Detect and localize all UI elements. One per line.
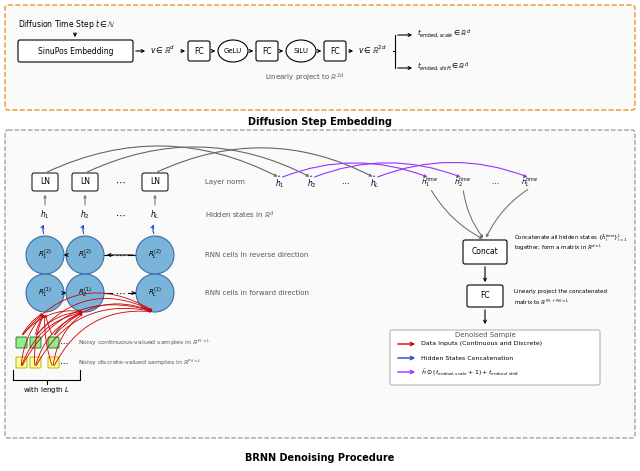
Text: $R_1^{(1)}$: $R_1^{(1)}$ — [38, 286, 52, 300]
Text: $R_L^{(2)}$: $R_L^{(2)}$ — [148, 248, 162, 262]
FancyBboxPatch shape — [463, 240, 507, 264]
FancyBboxPatch shape — [48, 357, 59, 368]
Text: with length $L$: with length $L$ — [23, 385, 70, 395]
Text: Concat: Concat — [472, 247, 499, 257]
Text: Noisy discrete-valued samples in $\mathbb{R}^{P_d \times L}$: Noisy discrete-valued samples in $\mathb… — [78, 357, 202, 368]
Text: $R_2^{(1)}$: $R_2^{(1)}$ — [78, 286, 92, 300]
FancyBboxPatch shape — [324, 41, 346, 61]
Text: RNN cells in reverse direction: RNN cells in reverse direction — [205, 252, 308, 258]
FancyBboxPatch shape — [72, 173, 98, 191]
Text: $t_{embed,scale} \in \mathbb{R}^d$: $t_{embed,scale} \in \mathbb{R}^d$ — [417, 28, 471, 40]
FancyBboxPatch shape — [390, 330, 600, 385]
Text: Hidden States Concatenation: Hidden States Concatenation — [421, 356, 513, 360]
Text: Hidden states in $\mathbb{R}^d$: Hidden states in $\mathbb{R}^d$ — [205, 209, 275, 220]
Text: Linearly project the concatenated: Linearly project the concatenated — [514, 290, 607, 294]
Ellipse shape — [136, 236, 174, 274]
Text: Layer norm: Layer norm — [205, 179, 245, 185]
Text: BRNN Denoising Procedure: BRNN Denoising Procedure — [245, 453, 395, 463]
Text: $h_2$: $h_2$ — [80, 209, 90, 221]
Text: $R_1^{(2)}$: $R_1^{(2)}$ — [38, 248, 52, 262]
FancyBboxPatch shape — [32, 173, 58, 191]
Text: $\cdots$: $\cdots$ — [491, 179, 499, 185]
Text: $\cdots$: $\cdots$ — [60, 357, 68, 366]
Text: FC: FC — [262, 47, 272, 56]
Text: $\hat{h}_L^{time}$: $\hat{h}_L^{time}$ — [522, 175, 539, 189]
Text: Linearly project to $\mathbb{R}^{2d}$: Linearly project to $\mathbb{R}^{2d}$ — [265, 72, 345, 84]
Text: FC: FC — [480, 292, 490, 300]
Ellipse shape — [218, 40, 248, 62]
Text: RNN cells in forward direction: RNN cells in forward direction — [205, 290, 309, 296]
Text: Diffusion Step Embedding: Diffusion Step Embedding — [248, 117, 392, 127]
Text: Noisy continuous-valued samples in $\mathbb{R}^{P_c \times L}$: Noisy continuous-valued samples in $\mat… — [78, 337, 211, 348]
Text: $\cdots$: $\cdots$ — [115, 288, 125, 298]
Text: $R_2^{(2)}$: $R_2^{(2)}$ — [78, 248, 92, 262]
Text: $v \in \mathbb{R}^{2d}$: $v \in \mathbb{R}^{2d}$ — [358, 44, 387, 56]
FancyBboxPatch shape — [5, 130, 635, 438]
Text: LN: LN — [40, 178, 50, 187]
Ellipse shape — [66, 236, 104, 274]
FancyBboxPatch shape — [30, 357, 41, 368]
Text: $h_L$: $h_L$ — [150, 209, 160, 221]
Text: $\cdots$: $\cdots$ — [115, 250, 125, 260]
FancyBboxPatch shape — [142, 173, 168, 191]
Ellipse shape — [26, 274, 64, 312]
Text: together, form a matrix in $\mathbb{R}^{d \times L}$: together, form a matrix in $\mathbb{R}^{… — [514, 243, 603, 253]
Text: $v \in \mathbb{R}^d$: $v \in \mathbb{R}^d$ — [150, 44, 175, 56]
Text: Data Inputs (Continuous and Discrete): Data Inputs (Continuous and Discrete) — [421, 341, 542, 347]
FancyBboxPatch shape — [5, 5, 635, 110]
Text: matrix to $\mathbb{R}^{(P_c + P_d) \times L}$: matrix to $\mathbb{R}^{(P_c + P_d) \time… — [514, 297, 570, 307]
Text: $t_{embed,shift} \in \mathbb{R}^d$: $t_{embed,shift} \in \mathbb{R}^d$ — [417, 61, 469, 73]
Text: $\cdots$: $\cdots$ — [60, 338, 68, 347]
Text: $\cdots$: $\cdots$ — [340, 178, 349, 187]
Text: Diffusion Time Step $t \in \mathbb{N}$: Diffusion Time Step $t \in \mathbb{N}$ — [18, 18, 116, 31]
FancyBboxPatch shape — [16, 357, 27, 368]
Text: $R_L^{(1)}$: $R_L^{(1)}$ — [148, 286, 162, 300]
Text: $\cdots$: $\cdots$ — [115, 177, 125, 187]
FancyBboxPatch shape — [16, 337, 27, 348]
Text: SinuPos Embedding: SinuPos Embedding — [38, 47, 113, 56]
Text: $h_1$: $h_1$ — [40, 209, 50, 221]
Ellipse shape — [66, 274, 104, 312]
Text: Concatenate all hidden states $\{\hat{h}_l^{time}\}_{l=1}^L$: Concatenate all hidden states $\{\hat{h}… — [514, 232, 627, 244]
Ellipse shape — [26, 236, 64, 274]
Text: FC: FC — [330, 47, 340, 56]
Text: $\cdots$: $\cdots$ — [115, 210, 125, 220]
Text: $\hat{h}_2^{time}$: $\hat{h}_2^{time}$ — [454, 175, 472, 189]
Text: Denoised Sample: Denoised Sample — [454, 332, 515, 338]
Text: SiLU: SiLU — [294, 48, 308, 54]
FancyBboxPatch shape — [188, 41, 210, 61]
Ellipse shape — [136, 274, 174, 312]
Ellipse shape — [286, 40, 316, 62]
FancyBboxPatch shape — [467, 285, 503, 307]
Text: FC: FC — [194, 47, 204, 56]
FancyBboxPatch shape — [18, 40, 133, 62]
Text: GeLU: GeLU — [224, 48, 242, 54]
Text: LN: LN — [80, 178, 90, 187]
FancyBboxPatch shape — [256, 41, 278, 61]
Text: $\bar{h} \odot (t_{embed,scale} + 1) + t_{embed,shift}$: $\bar{h} \odot (t_{embed,scale} + 1) + t… — [421, 367, 520, 377]
Text: LN: LN — [150, 178, 160, 187]
Text: $\hat{h}_1^{time}$: $\hat{h}_1^{time}$ — [421, 175, 438, 189]
Text: $\hat{h}_L$: $\hat{h}_L$ — [370, 174, 380, 190]
Text: $\hat{h}_1$: $\hat{h}_1$ — [275, 174, 285, 190]
Text: $\hat{h}_2$: $\hat{h}_2$ — [307, 174, 317, 190]
FancyBboxPatch shape — [48, 337, 59, 348]
FancyBboxPatch shape — [30, 337, 41, 348]
